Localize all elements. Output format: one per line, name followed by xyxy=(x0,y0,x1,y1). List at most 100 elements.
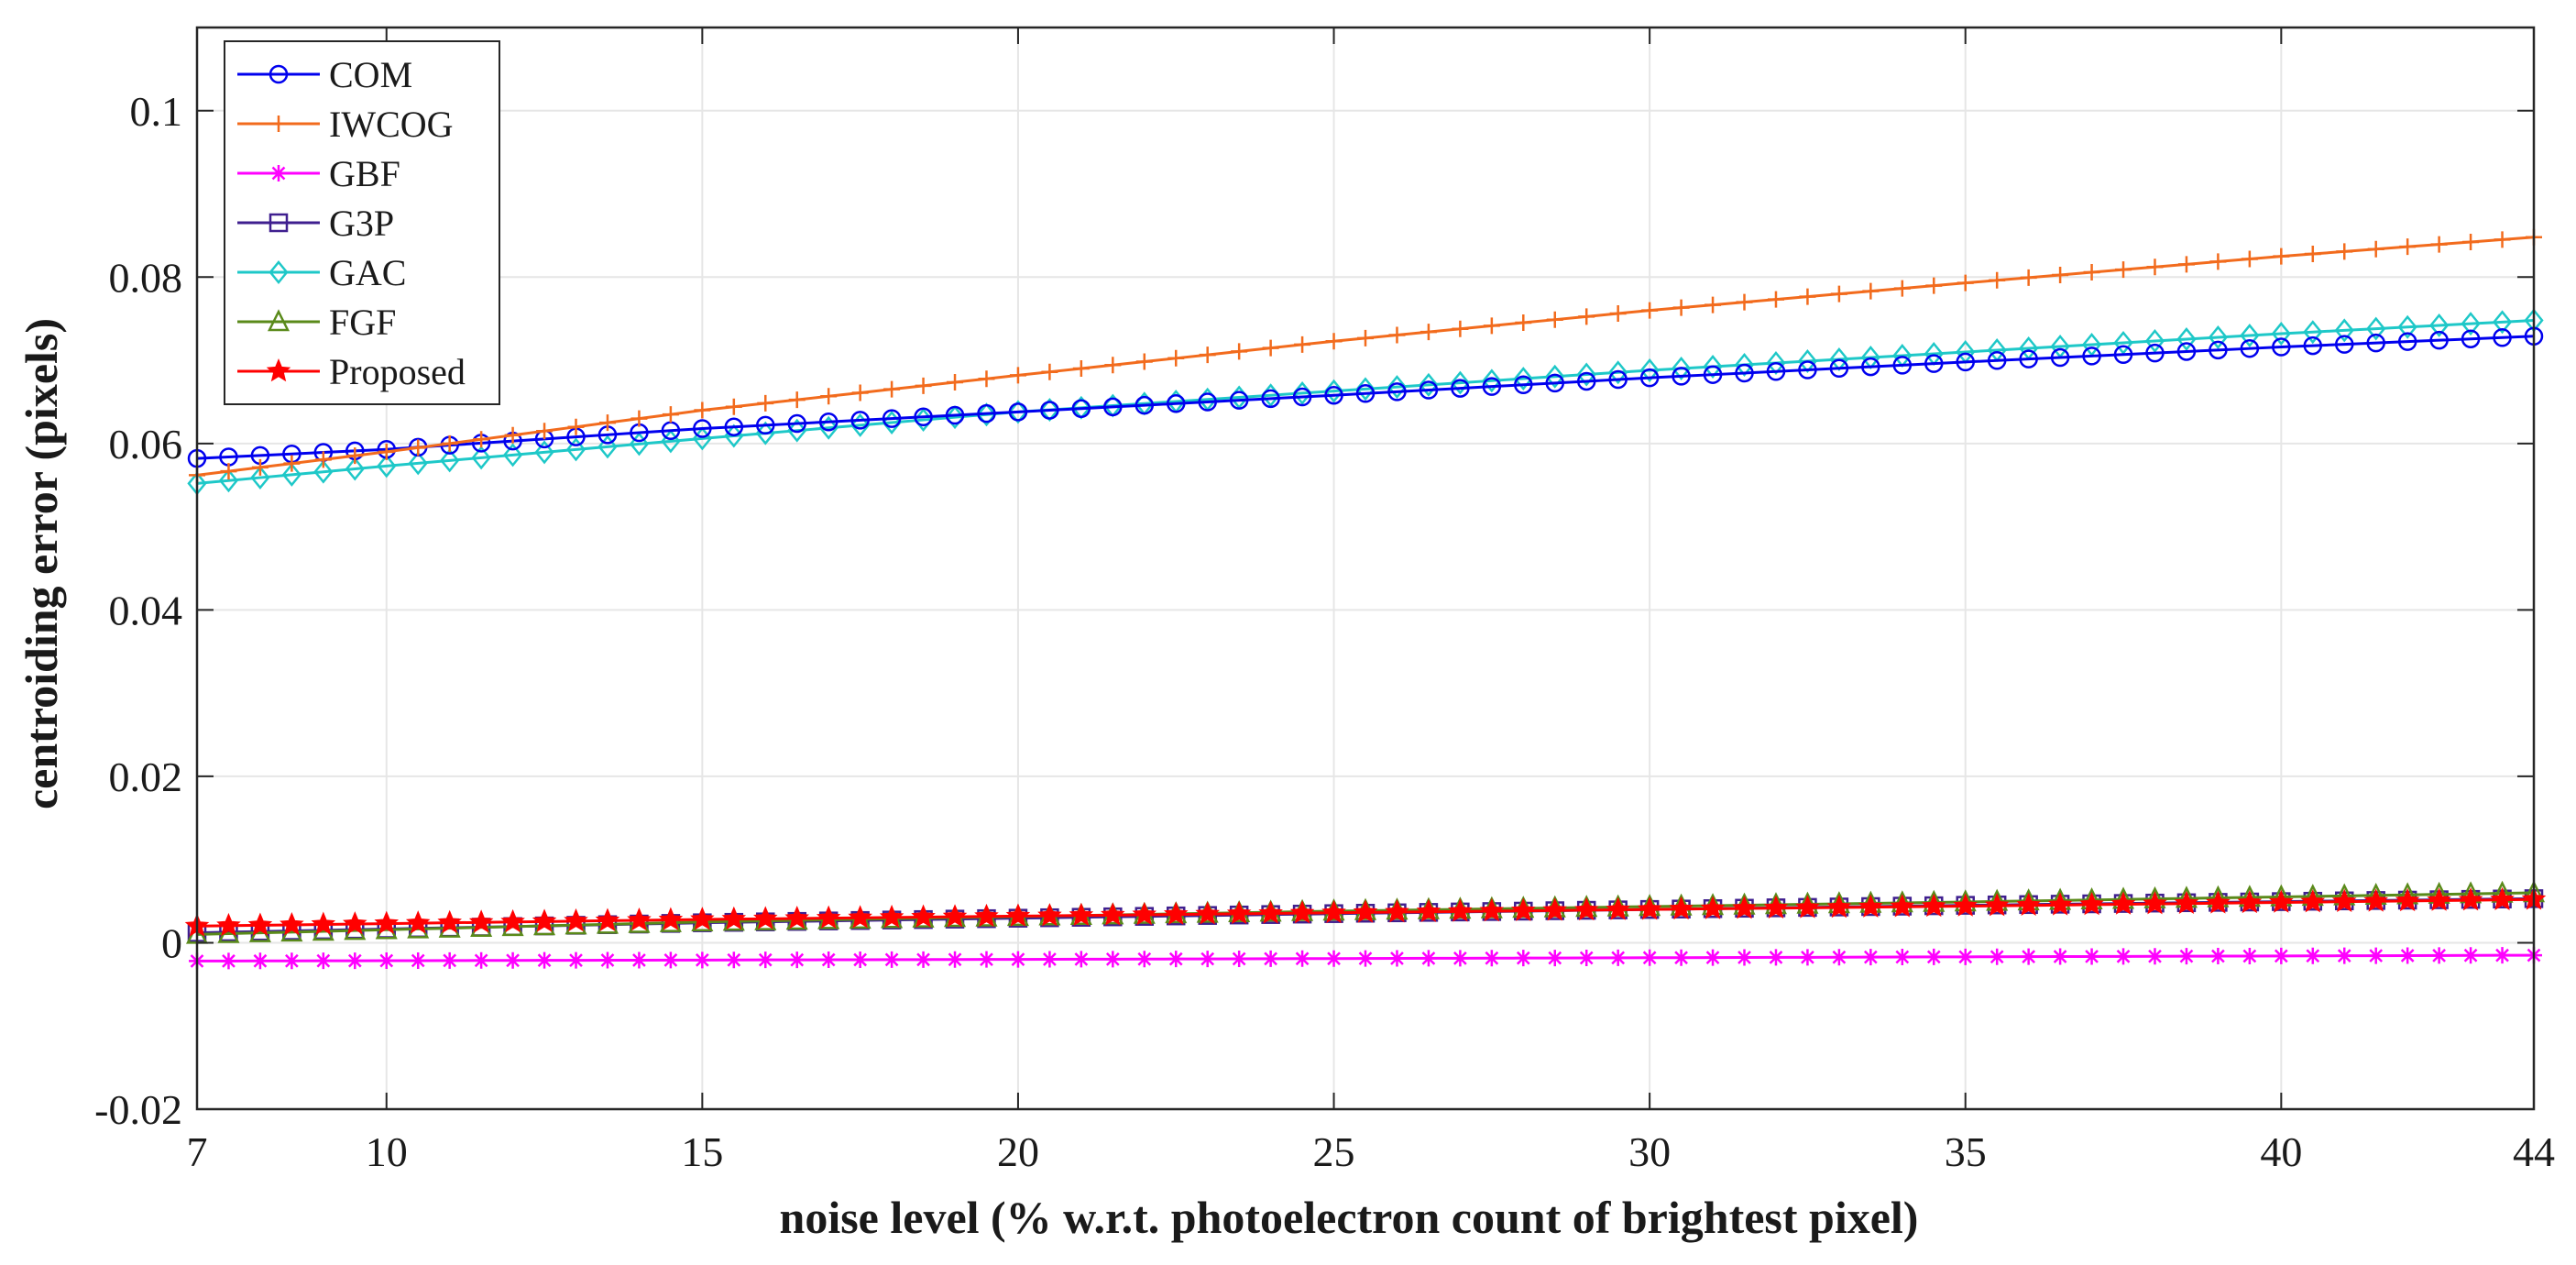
data-point xyxy=(1669,896,1694,920)
data-point xyxy=(1542,897,1568,921)
data-point xyxy=(820,952,838,969)
data-point xyxy=(1166,394,1186,413)
data-point xyxy=(1515,950,1532,967)
data-point xyxy=(1546,950,1563,967)
data-point xyxy=(2366,316,2386,341)
data-point xyxy=(1483,317,1500,335)
data-point xyxy=(1416,898,1441,922)
data-point xyxy=(1195,901,1220,925)
data-point xyxy=(2429,330,2449,350)
data-point xyxy=(2019,349,2038,368)
data-point xyxy=(1483,950,1500,967)
data-point xyxy=(1479,898,1505,922)
data-point xyxy=(2494,947,2511,964)
legend-item-proposed: Proposed xyxy=(237,351,466,392)
data-point xyxy=(1387,382,1407,402)
data-point xyxy=(1608,369,1628,390)
data-point xyxy=(662,406,679,424)
data-point xyxy=(1229,390,1249,410)
data-point xyxy=(2493,327,2512,347)
legend-swatch-marker xyxy=(266,358,291,382)
legend: COM IWCOG GBF G3P GAC FGF Proposed xyxy=(224,40,500,405)
data-point xyxy=(1226,900,1252,925)
data-point xyxy=(2176,327,2197,351)
data-point xyxy=(2208,325,2229,349)
data-point xyxy=(504,952,521,969)
legend-swatch-marker xyxy=(269,213,289,233)
data-point xyxy=(2016,892,2041,917)
data-point xyxy=(2461,312,2481,336)
legend-item-com: COM xyxy=(237,54,412,95)
data-point xyxy=(1576,362,1596,387)
y-axis-title: centroiding error (pixels) xyxy=(16,318,67,809)
data-point xyxy=(725,952,742,969)
data-point xyxy=(597,434,618,459)
data-point xyxy=(2115,261,2132,279)
data-point xyxy=(220,463,237,480)
x-axis-title: noise level (% w.r.t. photoelectron coun… xyxy=(780,1192,1919,1243)
y-tick-label: 0 xyxy=(161,919,182,966)
data-point xyxy=(216,912,241,937)
data-point xyxy=(2241,250,2258,268)
data-point xyxy=(1167,349,1185,367)
data-point xyxy=(2113,331,2133,355)
data-point xyxy=(2052,948,2069,965)
data-point xyxy=(1385,899,1409,923)
data-point xyxy=(818,415,839,440)
data-point xyxy=(629,432,650,456)
series-line-com xyxy=(196,335,2535,460)
data-point xyxy=(1072,359,1090,377)
data-point xyxy=(1641,949,1659,966)
data-point xyxy=(2177,948,2195,965)
data-point xyxy=(1736,949,1753,966)
legend-item-gbf: GBF xyxy=(237,153,400,194)
data-point xyxy=(441,434,458,452)
data-point xyxy=(2143,891,2167,915)
x-tick-label: 15 xyxy=(681,1128,723,1175)
data-point xyxy=(1671,356,1692,380)
data-point xyxy=(1984,893,2010,917)
data-point xyxy=(345,456,365,481)
data-point xyxy=(1198,392,1217,412)
data-point xyxy=(1005,903,1031,927)
data-point xyxy=(725,398,742,415)
data-point xyxy=(2331,888,2357,912)
y-tick-label: 0.02 xyxy=(109,754,183,800)
data-point xyxy=(1732,896,1757,919)
data-point xyxy=(2047,892,2073,916)
legend-label: GBF xyxy=(329,153,400,194)
data-point xyxy=(1829,358,1849,379)
data-point xyxy=(658,907,684,930)
data-point xyxy=(883,951,901,968)
legend-label: FGF xyxy=(329,302,396,343)
data-point xyxy=(2240,338,2260,358)
x-tick-label: 35 xyxy=(1945,1128,1987,1175)
data-point xyxy=(2146,948,2164,965)
data-point xyxy=(1953,893,1978,917)
data-point xyxy=(283,455,301,472)
data-point xyxy=(2300,889,2326,913)
data-point xyxy=(2490,886,2515,910)
data-point xyxy=(882,409,902,428)
data-point xyxy=(1357,950,1374,967)
data-point xyxy=(1736,293,1753,311)
data-point xyxy=(2399,238,2417,256)
data-point xyxy=(1703,365,1723,384)
data-point xyxy=(218,468,239,493)
x-tick-label: 20 xyxy=(997,1128,1039,1175)
data-point xyxy=(1104,951,1122,968)
data-point xyxy=(1420,950,1437,967)
data-point xyxy=(1861,357,1880,377)
data-point xyxy=(2052,266,2069,283)
data-point xyxy=(2494,231,2511,248)
data-point xyxy=(220,952,237,970)
data-point xyxy=(2304,947,2321,964)
data-point xyxy=(1892,356,1913,375)
data-point xyxy=(250,466,270,490)
data-point xyxy=(1135,353,1153,370)
data-point xyxy=(2110,891,2136,915)
data-point xyxy=(1672,367,1691,386)
plot-frame xyxy=(195,26,2536,1111)
data-point xyxy=(2458,887,2483,911)
